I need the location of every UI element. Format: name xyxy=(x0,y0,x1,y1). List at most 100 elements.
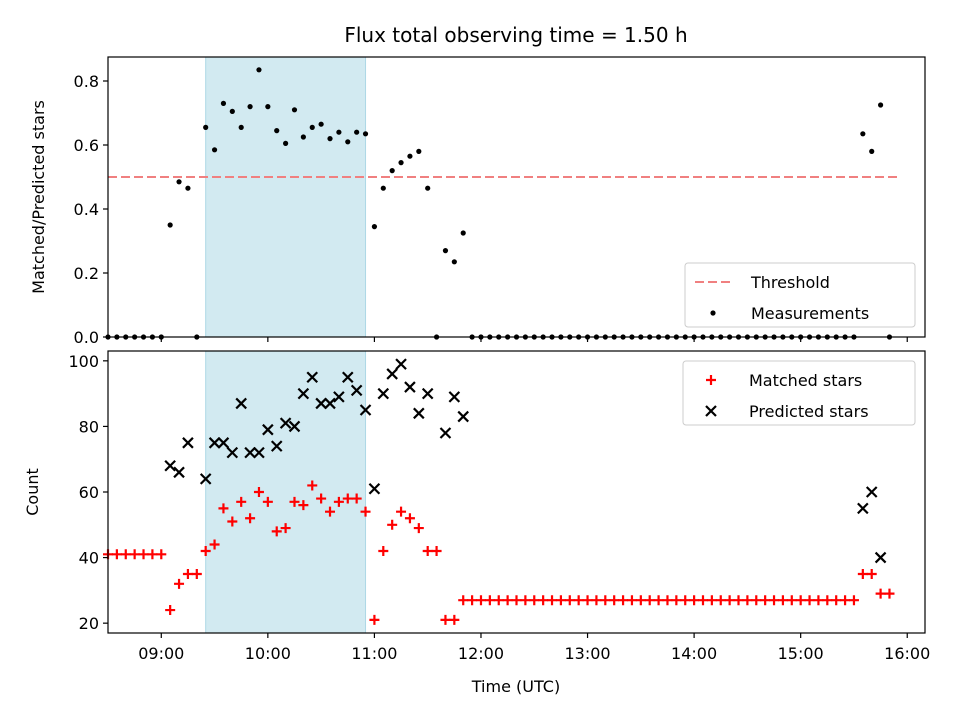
predicted-star-point xyxy=(386,368,398,380)
matched-star-point xyxy=(147,549,158,560)
matched-star-point xyxy=(360,506,371,517)
matched-star-point xyxy=(174,578,185,589)
measurement-point xyxy=(451,259,457,265)
measurement-point xyxy=(380,185,386,191)
measurement-point xyxy=(362,131,369,137)
matched-star-point xyxy=(404,513,415,524)
predicted-star-point xyxy=(857,502,869,515)
matched-star-point xyxy=(422,546,433,557)
legend: Matched stars Predicted stars xyxy=(682,360,916,426)
axes-frame xyxy=(107,56,926,338)
matched-star-point xyxy=(449,614,460,625)
measurement-point xyxy=(309,124,315,130)
matched-star-point xyxy=(387,519,398,530)
predicted-star-point xyxy=(865,486,878,498)
measurement-point xyxy=(371,224,378,230)
legend-matched-swatch xyxy=(706,375,716,385)
measurement-point xyxy=(869,148,875,154)
y-tick-label: 80 xyxy=(79,417,99,436)
matched-star-point xyxy=(618,595,629,606)
matched-star-point xyxy=(378,546,389,557)
matched-star-point xyxy=(129,549,140,560)
matched-star-point xyxy=(333,496,344,507)
matched-star-point xyxy=(289,496,300,507)
matched-star-point xyxy=(804,595,815,606)
measurement-point xyxy=(442,248,449,254)
measurement-point xyxy=(220,100,227,106)
y-tick-label: 60 xyxy=(79,483,99,502)
measurement-point xyxy=(185,185,191,191)
y-tick-label: 0.8 xyxy=(74,72,99,91)
measurement-point xyxy=(407,153,413,159)
matched-star-point xyxy=(840,595,851,606)
predicted-star-point xyxy=(413,407,425,420)
predicted-star-point xyxy=(226,446,239,459)
count-panel: 20 40 60 80 100 09:00 10:00 11:00 12:00 13:00 14:0… xyxy=(23,350,930,663)
matched-star-point xyxy=(547,595,558,606)
measurement-point xyxy=(460,230,466,236)
measurement-point xyxy=(877,102,884,108)
measurement-point xyxy=(345,139,351,145)
x-tick-label: 12:00 xyxy=(458,644,504,663)
matched-star-point xyxy=(555,595,566,606)
y-axis-label: Matched/Predicted stars xyxy=(29,100,48,294)
predicted-star-point xyxy=(164,459,176,472)
chart-title: Flux total observing time = 1.50 h xyxy=(344,23,687,47)
matched-star-point xyxy=(431,546,442,557)
x-tick-label: 09:00 xyxy=(138,644,184,663)
x-tick-label: 14:00 xyxy=(671,644,717,663)
ratio-panel: 0.0 0.2 0.4 0.6 0.8 Matched/Predicted stars Th… xyxy=(29,56,926,347)
matched-star-point xyxy=(697,595,708,606)
measurement-point xyxy=(300,134,306,140)
matched-star-point xyxy=(209,539,220,550)
matched-star-point xyxy=(822,595,833,606)
measurement-point xyxy=(327,136,333,142)
matched-star-point xyxy=(111,549,122,560)
y-tick-label: 0.6 xyxy=(74,136,99,155)
matched-star-point xyxy=(227,516,238,527)
matched-star-point xyxy=(813,595,824,606)
matched-star-point xyxy=(715,595,726,606)
matched-star-point xyxy=(280,523,291,534)
matched-star-point xyxy=(635,595,646,606)
predicted-star-point xyxy=(173,466,185,479)
measurement-point xyxy=(354,129,360,135)
predicted-star-point xyxy=(333,391,345,403)
matched-star-point xyxy=(831,595,842,606)
x-tick-label: 16:00 xyxy=(884,644,930,663)
legend-measurement-swatch xyxy=(710,310,716,316)
predicted-star-point xyxy=(279,417,292,429)
matched-star-point xyxy=(182,568,193,579)
matched-star-point xyxy=(120,549,131,560)
predicted-star-point xyxy=(306,371,319,384)
highlight-span xyxy=(205,56,367,338)
measurement-point xyxy=(336,129,342,135)
matched-star-point xyxy=(484,595,495,606)
matched-star-point xyxy=(396,506,407,517)
matched-star-point xyxy=(582,595,593,606)
matched-star-point xyxy=(191,568,202,579)
predicted-star-point xyxy=(288,420,301,433)
predicted-star-point xyxy=(359,404,372,416)
matched-star-point xyxy=(440,614,451,625)
matched-star-point xyxy=(298,500,309,511)
matched-star-point xyxy=(644,595,655,606)
matched-star-point xyxy=(316,493,327,504)
matched-star-point xyxy=(626,595,637,606)
measurement-point xyxy=(398,160,404,166)
predicted-star-point xyxy=(262,423,274,436)
predicted-star-point xyxy=(199,473,212,485)
matched-star-point xyxy=(467,595,478,606)
measurement-point xyxy=(389,168,395,174)
measurement-point xyxy=(167,222,173,228)
matched-star-point xyxy=(529,595,540,606)
x-tick-label: 11:00 xyxy=(351,644,397,663)
matched-star-point xyxy=(662,595,673,606)
predicted-star-point xyxy=(208,437,221,449)
matched-star-point xyxy=(564,595,575,606)
measurement-point xyxy=(211,147,218,153)
predicted-star-point xyxy=(182,437,194,449)
measurement-point xyxy=(283,140,289,146)
measurement-point xyxy=(238,124,244,130)
matched-star-point xyxy=(493,595,504,606)
